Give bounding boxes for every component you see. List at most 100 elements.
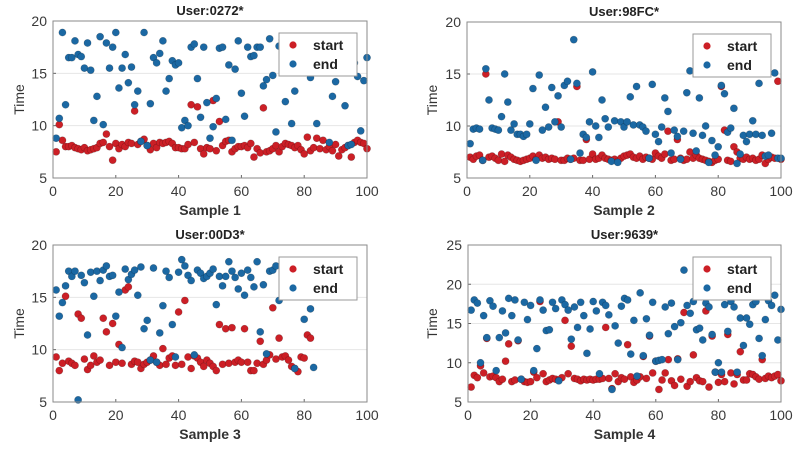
data-point-end: [717, 368, 726, 377]
data-point-end: [642, 127, 650, 136]
data-point-end: [118, 343, 126, 352]
data-point-end: [174, 58, 183, 67]
data-point-end: [108, 43, 117, 52]
data-point-end: [71, 36, 79, 45]
y-tick-label: 10: [446, 355, 462, 371]
data-point-end: [243, 43, 252, 52]
data-point-end: [585, 117, 594, 126]
data-point-end: [676, 155, 685, 164]
data-point-end: [636, 288, 645, 297]
data-point-start: [187, 364, 196, 373]
data-point-end: [592, 307, 601, 315]
data-point-end: [594, 133, 603, 142]
data-point-end: [570, 303, 579, 311]
x-tick-label: 80: [710, 183, 726, 199]
data-point-end: [196, 113, 205, 122]
data-point-start: [664, 127, 672, 136]
legend-marker-start: [703, 265, 711, 273]
subplot-3: 5 10 15 20 0 20 40 60 80 100 User:00D3* Sample 3 Tim…: [11, 227, 379, 442]
data-point-end: [498, 307, 507, 315]
data-point-end: [281, 97, 290, 106]
legend-marker-start: [703, 42, 711, 50]
data-point-end: [83, 39, 92, 47]
data-point-end: [80, 278, 89, 287]
data-point-end: [312, 119, 321, 128]
data-point-start: [526, 377, 535, 386]
data-point-end: [108, 271, 117, 280]
data-point-end: [58, 28, 67, 37]
data-point-end: [582, 133, 591, 142]
data-point-end: [503, 98, 512, 106]
data-point-end: [642, 314, 651, 323]
data-point-end: [231, 65, 240, 74]
data-point-end: [544, 123, 553, 131]
data-point-end: [701, 122, 710, 130]
x-tick-label: 0: [49, 183, 57, 199]
data-point-start: [158, 344, 167, 353]
data-point-end: [588, 68, 597, 76]
data-point-start: [497, 150, 506, 158]
data-point-start: [171, 361, 180, 370]
data-point-end: [545, 325, 554, 334]
data-point-end: [52, 286, 61, 294]
data-point-end: [52, 134, 61, 143]
data-point-end: [564, 306, 573, 315]
data-point-start: [89, 352, 98, 360]
data-point-end: [495, 333, 504, 342]
data-point-end: [573, 79, 581, 88]
data-point-end: [608, 385, 616, 394]
data-point-end: [629, 316, 638, 325]
data-point-start: [61, 292, 70, 301]
data-point-end: [686, 66, 694, 75]
data-point-start: [504, 340, 513, 348]
data-point-end: [199, 43, 208, 52]
data-point-end: [268, 71, 277, 80]
data-point-end: [601, 301, 610, 310]
data-point-end: [256, 43, 265, 52]
data-point-end: [667, 299, 676, 307]
data-point-end: [698, 336, 707, 344]
data-point-end: [536, 296, 544, 304]
series-end: [52, 255, 318, 404]
x-tick-label: 0: [49, 407, 57, 423]
data-point-start: [309, 143, 318, 152]
data-point-start: [730, 380, 738, 388]
data-point-end: [140, 324, 148, 333]
data-point-end: [695, 324, 704, 333]
y-axis-label: Time: [11, 84, 27, 115]
x-tick-label: 80: [711, 407, 727, 423]
x-tick-label: 20: [108, 183, 124, 199]
data-point-end: [246, 273, 255, 282]
data-point-start: [250, 153, 258, 161]
x-tick-label: 80: [296, 183, 312, 199]
data-point-start: [705, 383, 713, 391]
data-point-start: [611, 369, 620, 378]
data-point-end: [209, 122, 218, 131]
data-point-end: [71, 267, 79, 276]
data-point-end: [237, 269, 246, 278]
data-point-end: [610, 116, 619, 125]
data-point-end: [745, 320, 754, 329]
data-point-end: [651, 130, 660, 139]
data-point-start: [199, 150, 208, 158]
data-point-end: [689, 129, 697, 138]
data-point-end: [583, 349, 591, 358]
data-point-end: [660, 94, 669, 102]
data-point-end: [497, 112, 506, 121]
data-point-start: [124, 282, 133, 291]
data-point-start: [284, 356, 293, 365]
x-axis-label: Sample 1: [179, 202, 241, 218]
y-tick-label: 20: [445, 14, 461, 30]
data-point-end: [165, 273, 174, 282]
data-point-end: [485, 96, 493, 104]
data-point-start: [300, 150, 309, 158]
data-point-end: [742, 137, 751, 146]
data-point-start: [655, 385, 663, 394]
data-point-start: [676, 375, 685, 384]
x-tick-label: 80: [296, 407, 312, 423]
data-point-end: [661, 303, 670, 311]
data-point-end: [586, 325, 594, 333]
data-point-end: [111, 28, 120, 37]
data-point-end: [121, 265, 130, 273]
data-point-end: [670, 322, 679, 331]
